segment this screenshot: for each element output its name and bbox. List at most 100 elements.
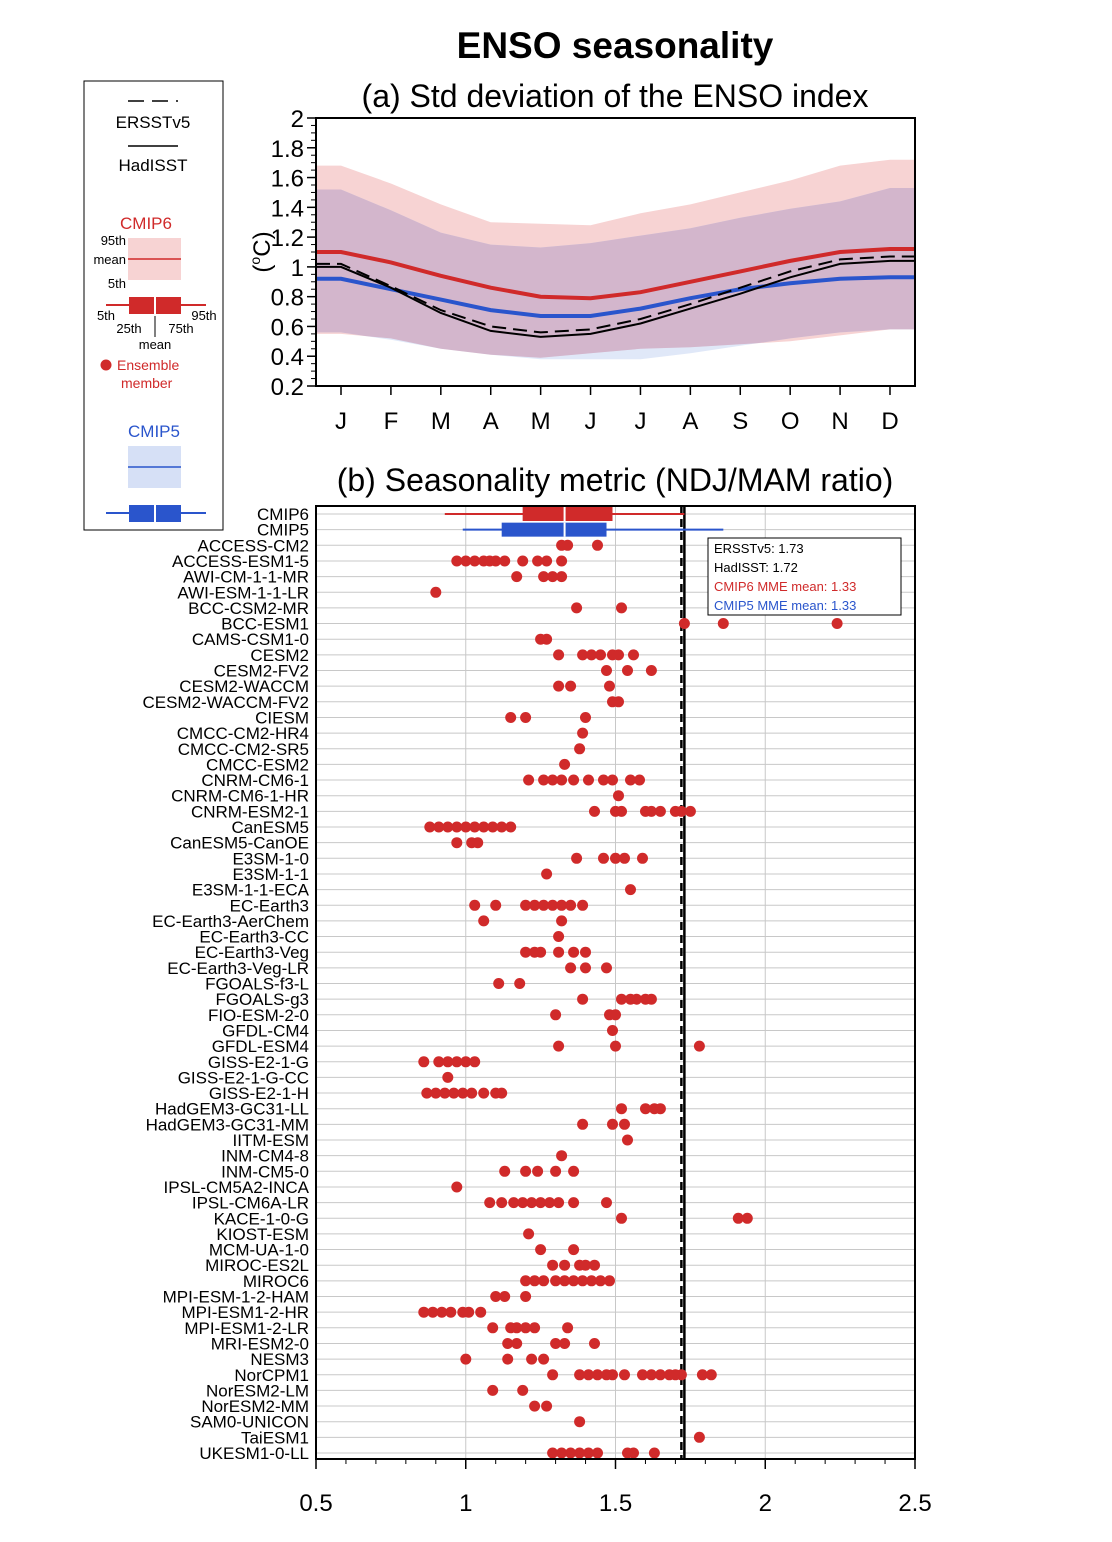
ensemble-member-dot	[439, 1087, 451, 1099]
ensemble-member-dot	[520, 1165, 532, 1177]
model-label: CNRM-CM6-1-HR	[171, 787, 309, 806]
ensemble-member-dot	[547, 1369, 559, 1381]
ensemble-member-dot	[595, 649, 606, 661]
ensemble-member-dot	[583, 1369, 594, 1381]
panel-b-model-labels: CMIP6CMIP5ACCESS-CM2ACCESS-ESM1-5AWI-CM-…	[142, 505, 309, 1463]
ensemble-member-dot	[613, 649, 624, 661]
ensemble-member-dot	[831, 618, 843, 629]
ensemble-member-dot	[541, 633, 553, 645]
ensemble-member-dot	[586, 649, 597, 661]
ensemble-member-dot	[580, 962, 591, 974]
model-label: CNRM-ESM2-1	[191, 802, 309, 821]
ensemble-member-dot	[616, 805, 627, 817]
ensemble-member-dot	[436, 1306, 448, 1318]
x-tick-label: N	[831, 408, 848, 435]
ensemble-member-dot	[592, 1369, 603, 1381]
ensemble-member-dot	[463, 1306, 475, 1318]
panel-a-title: (a) Std deviation of the ENSO index	[362, 78, 869, 114]
model-label: HadGEM3-GC31-MM	[146, 1115, 309, 1134]
figure-title: ENSO seasonality	[457, 25, 774, 66]
legend-box-p95: 95th	[191, 308, 216, 323]
ensemble-member-dot	[547, 1447, 559, 1459]
ensemble-member-dot	[613, 790, 624, 802]
model-label: MPI-ESM1-2-HR	[181, 1303, 309, 1322]
legend: ERSSTv5 HadISST CMIP6 95th mean 5th 5th …	[83, 80, 224, 531]
ensemble-member-dot	[466, 1087, 478, 1099]
ensemble-member-dot	[592, 539, 603, 551]
ensemble-member-dot	[451, 837, 463, 849]
y-tick-label: 0.6	[271, 314, 304, 341]
ensemble-member-dot	[645, 993, 657, 1005]
ensemble-member-dot	[553, 931, 565, 942]
ensemble-member-dot	[424, 821, 436, 833]
ensemble-member-dot	[532, 555, 544, 567]
model-label: CMCC-CM2-SR5	[178, 740, 309, 759]
ensemble-member-dot	[532, 1165, 544, 1177]
ensemble-member-dot	[469, 1056, 481, 1068]
ensemble-member-dot	[607, 1118, 618, 1130]
x-tick-label: M	[431, 408, 451, 435]
model-label: SAM0-UNICON	[190, 1413, 309, 1432]
ensemble-member-dot	[520, 899, 532, 911]
ensemble-member-dot	[717, 618, 729, 629]
model-label: MCM-UA-1-0	[209, 1241, 309, 1260]
ensemble-member-dot	[616, 993, 627, 1005]
ensemble-member-dot	[556, 571, 568, 583]
ensemble-member-dot	[487, 1322, 499, 1334]
ensemble-member-dot	[529, 1400, 541, 1412]
legend-box-p25: 25th	[116, 321, 141, 336]
ensemble-member-dot	[601, 962, 612, 974]
ensemble-member-dot	[553, 649, 565, 661]
x-tick-label: A	[483, 408, 499, 435]
ensemble-member-dot	[478, 821, 490, 833]
ensemble-member-dot	[496, 1087, 508, 1099]
ensemble-member-dot	[514, 978, 526, 989]
ensemble-member-dot	[451, 1181, 463, 1193]
ensemble-member-dot	[610, 852, 621, 864]
ensemble-member-dot	[556, 555, 568, 567]
ensemble-member-dot	[598, 774, 609, 786]
ensemble-member-dot	[741, 1212, 753, 1224]
model-label: HadGEM3-GC31-LL	[155, 1100, 309, 1119]
ensemble-member-dot	[520, 1322, 532, 1334]
ensemble-member-dot	[433, 1056, 445, 1068]
ensemble-member-dot	[589, 1259, 600, 1271]
ensemble-member-dot	[541, 1400, 553, 1412]
model-label: NorESM2-LM	[206, 1381, 309, 1400]
ensemble-member-dot	[517, 1197, 529, 1209]
band-overlap	[316, 188, 915, 358]
ensemble-member-dot	[529, 1275, 541, 1287]
ensemble-member-dot	[589, 1338, 600, 1349]
model-label: E3SM-1-1	[232, 865, 309, 884]
panel-b-seasonality-metric: (b) Seasonality metric (NDJ/MAM ratio) C…	[142, 462, 931, 1517]
ensemble-member-dot	[499, 1291, 511, 1302]
model-label: AWI-CM-1-1-MR	[183, 568, 309, 587]
ensemble-member-dot	[604, 1275, 615, 1287]
model-label: GFDL-ESM4	[212, 1037, 309, 1056]
panel-a-ylabel: (oC)	[247, 231, 276, 272]
legend-cmip6-label: CMIP6	[120, 214, 172, 233]
ensemble-member-dot	[648, 1447, 660, 1459]
panel-b-title: (b) Seasonality metric (NDJ/MAM ratio)	[337, 462, 894, 498]
model-label: GISS-E2-1-G	[208, 1053, 309, 1072]
model-label: FGOALS-f3-L	[205, 975, 309, 994]
ensemble-member-dot	[523, 774, 535, 786]
ensemble-member-dot	[556, 774, 568, 786]
model-label: IPSL-CM6A-LR	[192, 1194, 309, 1213]
ensemble-member-dot	[511, 571, 523, 583]
ensemble-member-dot	[520, 1291, 532, 1302]
model-label: E3SM-1-0	[232, 849, 309, 868]
ensemble-member-dot	[610, 1040, 621, 1052]
ensemble-member-dot	[654, 1369, 666, 1381]
ensemble-member-dot	[622, 1134, 633, 1146]
annotation-cmip5: CMIP5 MME mean: 1.33	[714, 598, 856, 613]
model-label: CESM2-FV2	[214, 662, 309, 681]
x-tick-label: D	[881, 408, 898, 435]
ensemble-member-dot	[613, 696, 624, 708]
ensemble-member-dot	[559, 1259, 571, 1271]
ensemble-member-dot	[601, 1197, 612, 1209]
ensemble-member-dot	[604, 680, 615, 692]
ensemble-member-dot	[559, 1338, 571, 1349]
legend-ensemble-dot	[100, 359, 112, 371]
